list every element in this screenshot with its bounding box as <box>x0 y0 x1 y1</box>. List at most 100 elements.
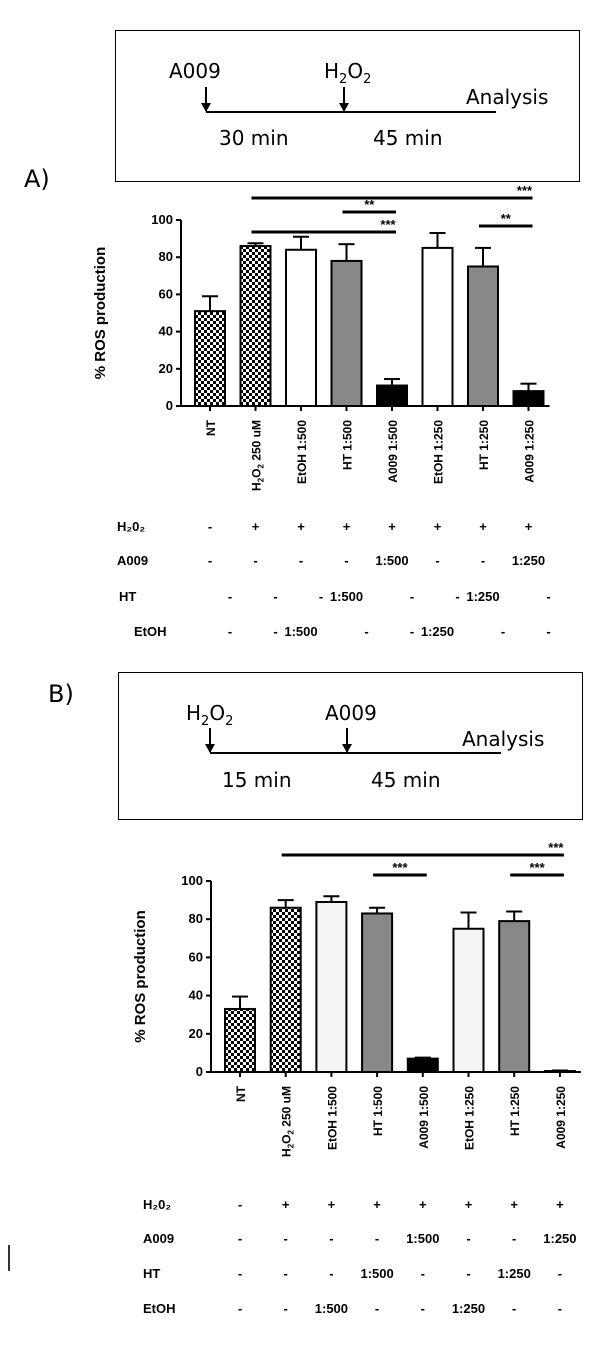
bar <box>239 245 272 408</box>
condition-value: 1:250 <box>466 589 500 604</box>
condition-value: - <box>420 1301 425 1316</box>
condition-label: HT <box>143 1266 161 1281</box>
condition-value: - <box>409 624 415 639</box>
bar <box>361 912 394 1073</box>
y-tick-label: 40 <box>159 324 173 339</box>
condition-value: + <box>510 1197 518 1212</box>
significance-label: *** <box>392 860 408 875</box>
condition-value: + <box>327 1197 336 1212</box>
condition-value: - <box>557 1301 563 1316</box>
x-tick-label: NT <box>234 1085 248 1102</box>
condition-value: + <box>388 519 396 534</box>
y-tick-label: 60 <box>159 286 173 301</box>
condition-row: A009 - - - - 1:500 - - 1:250 <box>0 553 600 575</box>
timeline-interval-1: 30 min <box>219 126 289 150</box>
timeline-second-agent: A009 <box>325 701 377 725</box>
significance-label: ** <box>364 197 375 212</box>
condition-value: - <box>207 553 213 568</box>
condition-row: H₂0₂ - + + + + + + + <box>0 519 600 541</box>
bar <box>376 384 408 407</box>
condition-value: - <box>344 553 349 568</box>
condition-value: 1:500 <box>329 589 364 604</box>
condition-value: + <box>479 519 487 534</box>
condition-value: - <box>420 1266 425 1281</box>
condition-value: + <box>297 519 305 534</box>
significance-label: *** <box>529 860 545 875</box>
y-axis-label: % ROS production <box>132 910 149 1043</box>
condition-value: - <box>512 1301 517 1316</box>
x-tick-label: HT 1:250 <box>508 1086 522 1136</box>
x-tick-label: H2O2 250 uM <box>250 420 266 491</box>
x-tick-label: HT 1:500 <box>371 1086 385 1136</box>
bar <box>421 246 454 408</box>
condition-value: - <box>364 624 369 639</box>
condition-value: - <box>298 553 304 568</box>
bar <box>269 906 302 1073</box>
x-tick-label: HT 1:250 <box>477 420 491 470</box>
timeline-interval-2: 45 min <box>371 768 441 792</box>
condition-value: + <box>556 1197 564 1212</box>
condition-value: + <box>419 1197 427 1212</box>
stray-mark <box>8 1245 10 1271</box>
condition-label: HT <box>119 589 137 604</box>
condition-value: 1:250 <box>420 624 455 639</box>
timeline-box-a: A009 H2O2 30 min 45 min Analysis <box>115 30 580 182</box>
x-tick-label: A009 1:500 <box>417 1086 431 1149</box>
condition-value: 1:500 <box>406 1231 440 1246</box>
significance-label: *** <box>380 217 396 232</box>
condition-value: 1:250 <box>543 1231 577 1246</box>
condition-value: - <box>409 589 415 604</box>
condition-row: H₂0₂ - + + + + + + + <box>0 1197 600 1219</box>
condition-value: - <box>466 1231 471 1246</box>
y-tick-label: 100 <box>181 873 203 888</box>
condition-value: + <box>524 519 533 534</box>
bar-chart-b: 0 20 40 60 80 100 % ROS production NT H2O2 250 u… <box>132 840 581 1157</box>
condition-label: H₂0₂ <box>117 519 146 534</box>
condition-value: + <box>464 1197 473 1212</box>
timeline-end-label: Analysis <box>466 85 549 109</box>
condition-value: - <box>374 1231 380 1246</box>
timeline-second-agent: H2O2 <box>324 59 372 87</box>
condition-value: - <box>546 624 551 639</box>
condition-value: 1:250 <box>451 1301 486 1316</box>
condition-value: - <box>435 553 440 568</box>
significance-label: ** <box>501 211 512 226</box>
condition-row: HT - - - 1:500 - - 1:250 - <box>0 1266 600 1288</box>
timeline-box-b: H2O2 A009 15 min 45 min Analysis <box>118 672 583 820</box>
condition-label: A009 <box>143 1231 175 1246</box>
timeline-end-label: Analysis <box>462 727 545 751</box>
condition-value: - <box>500 624 506 639</box>
y-tick-label: 0 <box>196 1064 203 1079</box>
condition-value: - <box>329 1231 334 1246</box>
condition-value: - <box>374 1301 380 1316</box>
condition-value: + <box>281 1197 290 1212</box>
bar <box>330 259 363 407</box>
condition-value: - <box>237 1266 243 1281</box>
panel-letter-b: B) <box>48 680 74 708</box>
significance-label: *** <box>517 183 533 198</box>
condition-value: 1:500 <box>314 1301 349 1316</box>
condition-row: EtOH - - 1:500 - - 1:250 - - <box>0 1301 600 1323</box>
condition-value: - <box>318 589 324 604</box>
condition-value: - <box>273 624 278 639</box>
condition-value: - <box>237 1231 243 1246</box>
condition-value: - <box>557 1266 563 1281</box>
condition-value: + <box>373 1197 381 1212</box>
condition-value: 1:500 <box>375 553 409 568</box>
bar <box>315 901 348 1074</box>
x-tick-label: A009 1:250 <box>554 1086 568 1149</box>
x-tick-label: EtOH 1:500 <box>295 420 309 484</box>
bar <box>285 248 317 408</box>
condition-value: - <box>546 589 551 604</box>
bar <box>406 1057 439 1074</box>
condition-label: H₂0₂ <box>143 1197 172 1212</box>
x-tick-label: HT 1:500 <box>341 420 355 470</box>
condition-value: 1:500 <box>284 624 318 639</box>
x-tick-label: EtOH 1:250 <box>432 420 446 484</box>
condition-value: - <box>207 519 213 534</box>
timeline-arrows <box>205 728 501 754</box>
bar-chart-a: 0 20 40 60 80 100 % ROS production NT H2O2 250 u… <box>92 183 550 491</box>
condition-value: - <box>227 589 233 604</box>
bar <box>512 390 545 407</box>
condition-value: - <box>273 589 278 604</box>
